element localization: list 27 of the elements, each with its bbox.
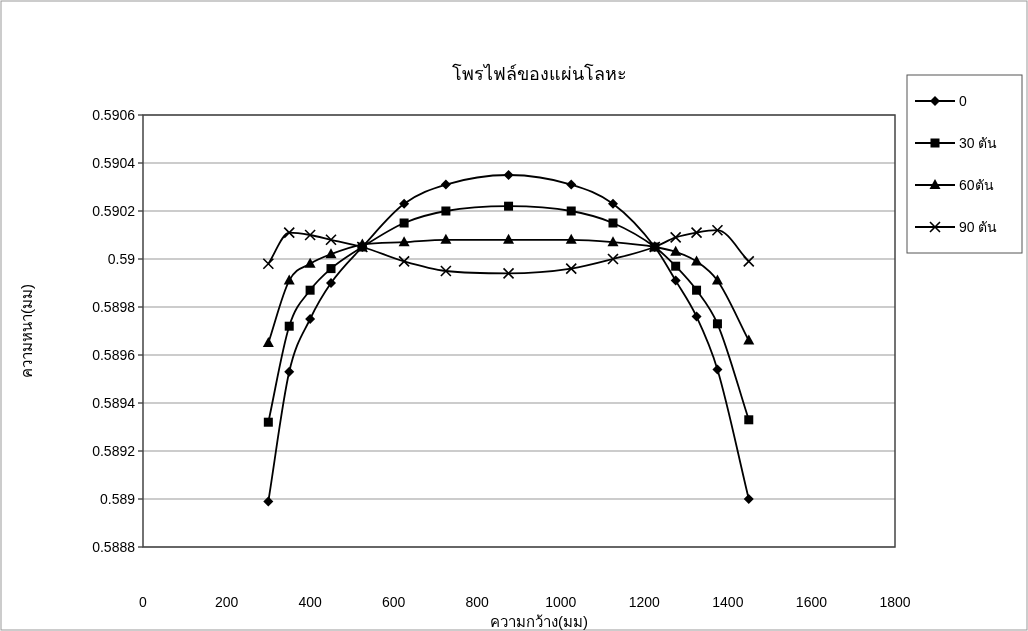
y-tick-label: 0.5888 [92, 539, 136, 555]
x-tick-label: 1400 [712, 594, 744, 610]
y-tick-label: 0.59 [107, 251, 136, 267]
y-tick-label: 0.5906 [92, 107, 136, 123]
x-tick-label: 400 [298, 594, 322, 610]
x-tick-label: 1200 [628, 594, 661, 610]
x-tick-label: 1800 [879, 594, 911, 610]
x-tick-label: 0 [139, 594, 148, 610]
y-tick-label: 0.5904 [92, 155, 136, 171]
y-tick-label: 0.5894 [92, 395, 136, 411]
x-tick-label: 600 [381, 594, 406, 610]
y-tick-label: 0.589 [99, 491, 136, 507]
chart-title: โพรไฟล์ของแผ่นโลหะ [451, 63, 627, 84]
y-axis-title: ความหนา(มม) [18, 284, 35, 378]
legend-label: 30 ตัน [959, 135, 998, 151]
legend-label: 0 [959, 93, 967, 109]
legend-label: 60ตัน [959, 177, 994, 193]
y-tick-label: 0.5892 [92, 443, 136, 459]
y-tick-label: 0.5898 [92, 299, 136, 315]
x-tick-label: 1600 [795, 594, 828, 610]
y-tick-label: 0.5902 [92, 203, 136, 219]
y-tick-label: 0.5896 [92, 347, 136, 363]
x-axis-title: ความกว้าง(มม) [490, 613, 588, 630]
x-tick-label: 800 [465, 594, 490, 610]
legend-label: 90 ตัน [959, 219, 998, 235]
x-tick-label: 1000 [545, 594, 577, 610]
x-tick-label: 200 [214, 594, 239, 610]
